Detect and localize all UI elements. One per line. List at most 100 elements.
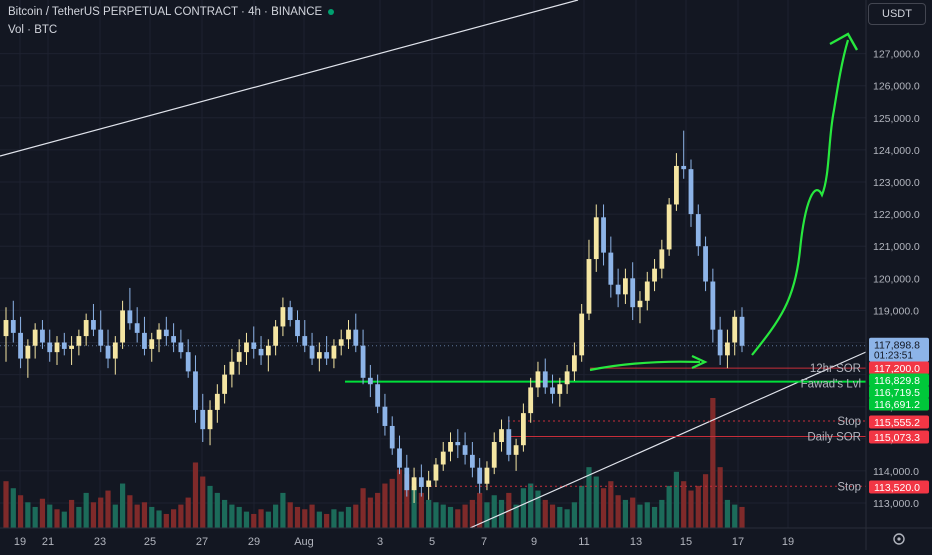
volume-bar	[375, 492, 381, 528]
bar-countdown: 01:23:51	[874, 351, 913, 362]
volume-bar	[83, 492, 89, 528]
volume-bar	[243, 511, 250, 528]
candle-body	[309, 345, 315, 359]
volume-bar	[542, 499, 548, 528]
volume-bar	[280, 492, 286, 528]
candle-body	[586, 259, 592, 314]
gear-ring	[893, 533, 905, 545]
price-tick-label: 114,000.0	[873, 466, 919, 478]
price-tag-value: 116,719.5	[874, 387, 920, 399]
trendline-upper	[0, 0, 579, 157]
candle-body	[25, 345, 31, 359]
level-label: Stop	[837, 416, 861, 428]
time-tick-label: 5	[429, 536, 435, 548]
volume-bar	[222, 499, 228, 528]
candle-body	[127, 310, 133, 324]
volume-bar	[724, 499, 731, 528]
candle-body	[149, 339, 155, 349]
candle-body	[156, 329, 162, 340]
price-tag	[869, 397, 929, 411]
level-label: Daily SOR	[807, 431, 861, 443]
candle-body	[251, 342, 257, 349]
volume-bar	[141, 502, 148, 528]
price-tick-label: 122,000.0	[873, 209, 920, 221]
volume-bar	[54, 509, 60, 528]
settings-gear-icon[interactable]	[893, 533, 905, 545]
volume-bar	[105, 490, 111, 528]
volume-bar	[287, 502, 293, 528]
volume-bar	[61, 511, 67, 528]
volume-bar	[688, 490, 694, 528]
candle-body	[513, 445, 519, 455]
candle-body	[615, 284, 621, 295]
candle-body	[69, 345, 74, 349]
candle-body	[324, 352, 330, 359]
volume-bar	[732, 504, 738, 528]
candle-body	[185, 352, 191, 372]
last-price-tag	[869, 337, 929, 362]
price-tick-label: 126,000.0	[873, 81, 920, 93]
volume-bar	[622, 499, 629, 528]
price-tag-value: 113,520.0	[874, 482, 920, 494]
currency-button[interactable]: USDT	[868, 3, 926, 25]
candle-body	[542, 371, 548, 388]
volume-bar	[651, 506, 658, 528]
candle-body	[3, 320, 9, 337]
volume-bar	[484, 502, 490, 528]
market-status-dot	[328, 9, 335, 15]
candle-body	[207, 409, 213, 430]
candle-body	[163, 329, 169, 337]
candle-body	[499, 429, 504, 443]
candle-body	[659, 249, 665, 269]
volume-bar	[608, 481, 614, 528]
volume-bar	[47, 504, 53, 528]
price-tag	[869, 430, 929, 444]
candle-body	[725, 342, 730, 356]
candle-body	[484, 467, 490, 484]
volume-bar	[535, 490, 541, 528]
price-tag-value: 115,555.2	[874, 417, 920, 429]
green-arrowhead-projection	[829, 32, 859, 51]
volume-bar	[134, 504, 140, 528]
time-tick-label: 3	[377, 536, 383, 548]
volume-bar	[491, 495, 497, 528]
candle-body	[142, 332, 147, 349]
price-tag-value: 116,691.2	[874, 399, 920, 411]
volume-bar	[462, 504, 468, 528]
volume-bar	[426, 499, 432, 528]
volume-bar	[411, 485, 417, 528]
price-tag	[869, 361, 929, 375]
candle-body	[331, 345, 337, 359]
candle-body	[397, 448, 402, 468]
candle-body	[688, 169, 694, 215]
volume-bar	[513, 504, 519, 528]
volume-bar	[17, 495, 24, 528]
candle-body	[367, 377, 373, 385]
candle-body	[222, 374, 228, 394]
symbol-title[interactable]: Bitcoin / TetherUS PERPETUAL CONTRACT · …	[8, 6, 323, 18]
volume-bar	[579, 485, 585, 528]
time-tick-label: 15	[680, 536, 692, 548]
volume-indicator-label[interactable]: Vol · BTC	[8, 24, 58, 36]
price-tick-label: 113,000.0	[873, 498, 919, 510]
volume-bar	[593, 476, 599, 528]
candle-body	[520, 413, 526, 446]
price-tag	[869, 385, 929, 399]
price-tag-value: 117,200.0	[874, 363, 920, 375]
price-tick-label: 123,000.0	[873, 177, 920, 189]
volume-bar	[404, 474, 410, 528]
volume-bar	[251, 513, 257, 528]
volume-bar	[294, 506, 301, 528]
candle-body	[229, 361, 235, 375]
volume-bar	[10, 488, 16, 528]
volume-bar	[710, 398, 716, 528]
candle-body	[623, 278, 628, 295]
volume-bar	[615, 495, 621, 528]
volume-bar	[309, 504, 315, 528]
candle-body	[462, 445, 468, 455]
volume-bar	[549, 504, 556, 528]
candle-body	[557, 384, 563, 394]
